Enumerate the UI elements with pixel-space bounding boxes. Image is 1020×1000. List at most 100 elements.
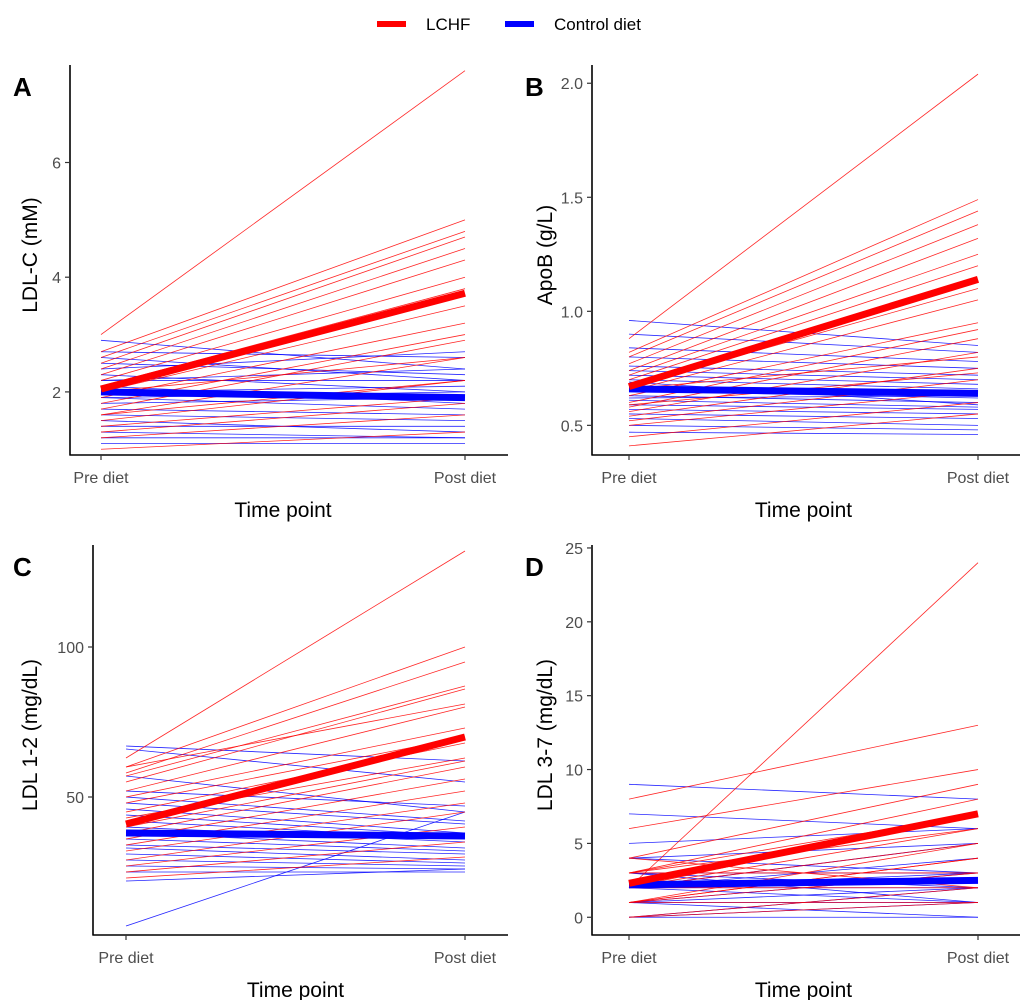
individual-line-lchf-17 [100,431,466,450]
individual-line-lchf-11 [125,766,466,834]
individual-line-control-18 [125,868,466,882]
y-tick-label: 2 [52,385,61,402]
individual-line-lchf-6 [628,265,979,381]
individual-line-lchf-0 [100,70,466,335]
individual-line-lchf-0 [125,550,466,759]
x-axis-title: Time point [755,499,852,522]
y-tick-label: 20 [565,615,583,632]
individual-line-control-0 [125,745,466,762]
panel-d: 0 5 10 15 20 25 Pre diet Post diet Time point LDL… [525,541,1020,1000]
y-axis-title: LDL 1-2 (mg/dL) [19,659,42,811]
x-axis-title: Time point [247,979,344,1000]
panel-letter: D [525,552,544,582]
individual-line-control-2 [628,347,979,362]
x-tick-label: Pre diet [601,950,657,967]
mean-line-lchf [628,810,979,887]
panel-c: 50 100 Pre diet Post diet Time point LDL 1-2 … [13,545,508,1000]
individual-line-lchf-15 [100,402,466,433]
individual-line-control-12 [125,844,466,855]
individual-line-lchf-8 [628,843,979,889]
y-tick-label: 1.5 [561,190,583,207]
x-tick-label: Pre diet [73,470,129,487]
individual-line-lchf-14 [628,379,979,422]
mean-line-lchf [125,733,466,828]
y-axis-title: ApoB (g/L) [534,205,557,305]
mean-line-lchf [100,289,466,393]
individual-line-control-15 [125,859,466,867]
individual-line-control-7 [628,379,979,390]
panel-b: 0.5 1.0 1.5 2.0 Pre diet Post diet Time point A… [525,65,1020,522]
individual-line-lchf-12 [628,351,979,413]
individual-line-control-19 [125,811,466,927]
individual-line-control-11 [628,887,979,903]
individual-line-lchf-5 [100,259,466,376]
y-tick-label: 100 [57,640,84,657]
y-tick-label: 2.0 [561,76,583,93]
individual-line-control-16 [628,424,979,431]
x-tick-label: Post diet [947,470,1010,487]
x-tick-label: Pre diet [98,950,154,967]
x-axis-title: Time point [234,499,331,522]
y-tick-label: 0.5 [561,418,583,435]
individual-line-lchf-12 [100,357,466,416]
individual-line-control-11 [125,838,466,852]
panel-letter: B [525,72,544,102]
individual-line-control-3 [125,790,466,807]
legend-label-control: Control diet [554,15,641,34]
individual-line-control-1 [100,351,466,358]
individual-line-lchf-2 [100,230,466,358]
individual-line-lchf-17 [125,841,466,873]
individual-line-lchf-18 [125,856,466,879]
individual-line-lchf-16 [628,402,979,438]
individual-line-lchf-15 [628,390,979,426]
mean-line-control [100,388,466,402]
individual-line-lchf-2 [628,210,979,358]
individual-line-control-14 [628,413,979,419]
individual-line-lchf-4 [100,248,466,370]
mean-line-control [628,876,979,889]
y-axis-title: LDL 3-7 (mg/dL) [534,659,557,811]
individual-line-lchf-1 [628,199,979,353]
individual-line-lchf-4 [628,798,979,874]
individual-line-lchf-3 [628,783,979,859]
individual-line-control-13 [628,408,979,415]
individual-line-lchf-5 [125,706,466,792]
individual-line-lchf-12 [125,778,466,840]
legend: LCHF Control diet [377,15,641,34]
individual-line-control-3 [628,356,979,369]
individual-line-control-6 [628,374,979,385]
individual-line-lchf-1 [125,646,466,768]
individual-line-lchf-7 [628,828,979,889]
individual-line-lchf-1 [628,724,979,800]
individual-line-lchf-0 [628,562,979,889]
y-tick-label: 15 [565,689,583,706]
mean-line-control [628,385,979,397]
panel-letter: C [13,552,32,582]
individual-line-control-15 [100,431,466,439]
individual-line-lchf-2 [628,769,979,830]
individual-line-control-9 [100,397,466,410]
individual-line-lchf-14 [100,397,466,427]
panel-letter: A [13,72,32,102]
x-tick-label: Pre diet [601,470,657,487]
x-tick-label: Post diet [947,950,1010,967]
individual-line-control-13 [125,847,466,861]
individual-line-lchf-19 [125,703,466,768]
individual-line-lchf-3 [628,224,979,365]
individual-line-lchf-16 [100,414,466,439]
individual-line-lchf-0 [628,73,979,340]
individual-line-lchf-19 [628,902,979,918]
individual-line-control-1 [628,333,979,353]
individual-line-control-17 [628,431,979,435]
individual-line-lchf-9 [100,322,466,399]
individual-line-lchf-8 [628,299,979,392]
x-axis-title: Time point [755,979,852,1000]
individual-line-lchf-10 [125,760,466,828]
individual-line-control-14 [125,853,466,864]
mean-line-lchf [627,276,980,390]
individual-line-control-0 [628,783,979,800]
y-tick-label: 25 [565,541,583,558]
individual-line-lchf-3 [125,685,466,777]
individual-line-lchf-6 [100,276,466,381]
